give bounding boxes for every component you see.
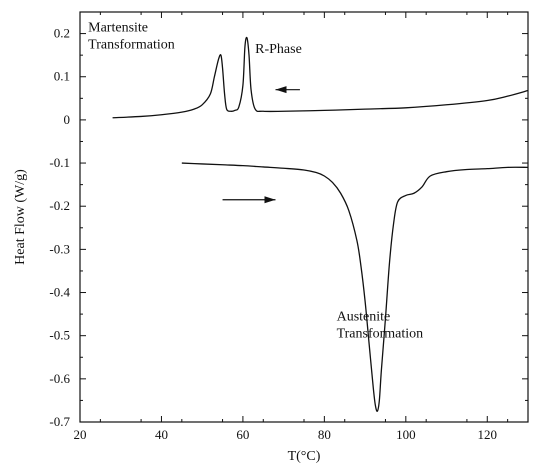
y-tick-label: 0.2 <box>54 26 70 41</box>
annotation-line: R-Phase <box>255 42 302 57</box>
tick-marks <box>79 12 528 423</box>
y-tick-label: -0.4 <box>49 285 70 300</box>
y-tick-label: -0.6 <box>49 371 70 386</box>
annotation-label: Austenite Transformation <box>337 310 424 342</box>
plot-frame <box>79 11 529 423</box>
annotation-line: Martensite <box>88 20 148 35</box>
arrow-head <box>264 196 276 204</box>
annotation-label: R-Phase <box>255 42 302 57</box>
annotation-label: Martensite Transformation <box>88 20 175 52</box>
x-tick-label: 60 <box>236 427 249 442</box>
direction-arrows <box>222 86 300 204</box>
y-axis-label: Heat Flow (W/g) <box>13 169 28 265</box>
x-tick-label: 100 <box>396 427 416 442</box>
annotation-line: Transformation <box>88 37 175 52</box>
y-tick-label: 0 <box>64 112 71 127</box>
x-tick-label: 80 <box>318 427 331 442</box>
y-tick-label: -0.7 <box>49 414 70 429</box>
annotation-line: Transformation <box>337 327 424 342</box>
x-tick-label: 120 <box>478 427 498 442</box>
y-tick-label: -0.2 <box>49 198 70 213</box>
series-lines <box>112 36 529 412</box>
y-tick-label: 0.1 <box>54 69 70 84</box>
arrow-head <box>275 86 287 94</box>
annotations: Martensite Transformation R-Phase Austenite… <box>88 20 423 341</box>
series-line-cooling <box>112 36 529 119</box>
y-tick-label: -0.3 <box>49 241 70 256</box>
x-axis-label: T(°C) <box>288 449 321 464</box>
tick-labels: 20 40 60 80 100 120 0.2 0.1 0 -0.1 -0.2 -0.3 -0.4 -0.… <box>49 26 497 442</box>
y-tick-label: -0.1 <box>49 155 70 170</box>
series-line-heating <box>181 162 529 412</box>
x-tick-label: 40 <box>155 427 168 442</box>
x-tick-label: 20 <box>74 427 87 442</box>
annotation-line: Austenite <box>337 310 391 325</box>
y-tick-label: -0.5 <box>49 328 70 343</box>
